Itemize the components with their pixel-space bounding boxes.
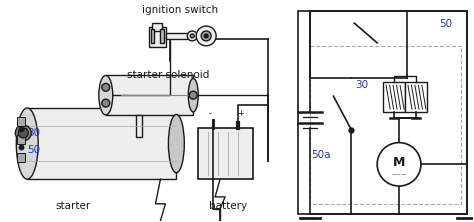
Text: -: - [209,109,212,118]
Text: +: + [237,109,245,118]
Circle shape [187,31,197,41]
Circle shape [102,83,110,91]
Bar [17,153,25,162]
Circle shape [18,128,28,138]
Circle shape [190,34,194,38]
Bar [161,29,164,43]
Ellipse shape [16,108,38,179]
Bar [136,115,142,137]
Bar [383,82,405,112]
Text: ~~~: ~~~ [391,173,407,178]
Ellipse shape [168,114,184,173]
Bar [106,75,193,115]
Bar [405,82,427,112]
Bar [27,108,176,179]
Bar [310,46,461,204]
Text: ignition switch: ignition switch [142,5,219,15]
Text: M: M [393,156,405,169]
Bar [298,11,466,214]
Bar [151,29,155,43]
Bar [198,128,253,179]
Text: starter: starter [55,201,91,211]
Circle shape [196,26,216,46]
Text: battery: battery [209,201,247,211]
Bar [148,27,166,47]
Bar [166,33,188,39]
Text: 50: 50 [27,145,40,155]
Text: 30: 30 [356,80,368,90]
Bar [17,117,25,126]
Bar [153,23,163,31]
Circle shape [201,31,211,41]
Ellipse shape [99,75,113,115]
Text: 50: 50 [439,19,453,29]
Circle shape [204,34,208,38]
Bar [17,135,25,144]
Circle shape [189,91,197,99]
Ellipse shape [188,78,198,112]
Circle shape [377,143,421,186]
Text: 30: 30 [27,128,40,138]
Circle shape [102,99,110,107]
Circle shape [15,125,31,141]
Text: 50a: 50a [311,149,331,160]
Text: starter solenoid: starter solenoid [127,70,210,80]
